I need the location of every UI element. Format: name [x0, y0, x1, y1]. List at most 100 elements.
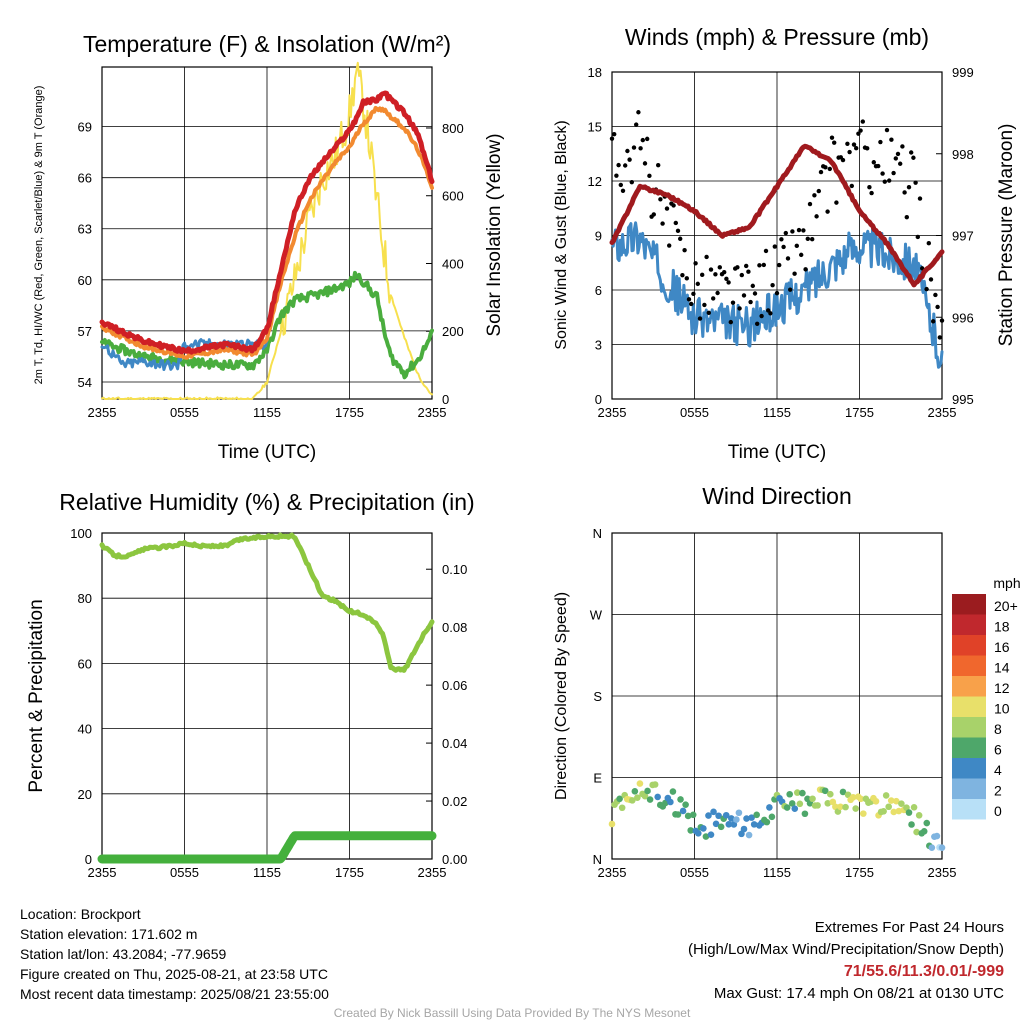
gust-point	[851, 142, 857, 147]
gust-point	[642, 161, 648, 166]
gust-point	[807, 201, 813, 207]
direction-point	[641, 792, 649, 800]
gust-point	[746, 269, 751, 274]
direction-point	[689, 811, 697, 819]
gust-point	[691, 291, 696, 297]
direction-point	[766, 804, 773, 811]
gust-point	[810, 237, 815, 242]
gust-point	[660, 221, 665, 226]
direction-point	[923, 819, 931, 827]
direction-point	[631, 788, 639, 795]
gust-point	[634, 122, 639, 127]
direction-point	[852, 805, 859, 812]
legend-label: 2	[994, 783, 1002, 799]
direction-point	[801, 810, 809, 818]
x-tick-label: 1755	[845, 405, 874, 420]
legend-color-box	[952, 635, 986, 656]
legend-label: 10	[994, 701, 1010, 717]
chart-title: Winds (mph) & Pressure (mb)	[625, 24, 929, 50]
y-tick-label: N	[593, 852, 602, 867]
x-tick-label: 0555	[680, 865, 709, 880]
direction-point	[682, 801, 689, 808]
gust-point	[614, 173, 619, 178]
y-tick-label: 18	[588, 65, 602, 80]
direction-point	[885, 803, 892, 811]
legend-color-box	[952, 655, 986, 676]
gust-point	[869, 190, 874, 196]
gust-point	[860, 119, 865, 124]
direction-point	[880, 808, 887, 815]
direction-point	[913, 828, 920, 836]
direction-point	[849, 793, 857, 801]
gust-point	[625, 148, 630, 154]
direction-point	[669, 788, 677, 795]
legend-label: 16	[994, 639, 1010, 655]
gust-point	[834, 200, 839, 205]
gust-point	[867, 184, 872, 190]
direction-point	[910, 803, 918, 811]
gust-point	[761, 262, 766, 268]
x-tick-label: 2355	[88, 405, 117, 420]
gust-point	[933, 292, 938, 298]
direction-point	[837, 803, 844, 811]
direction-point	[608, 820, 616, 828]
y2-tick-label: 995	[952, 392, 974, 407]
gust-point	[928, 277, 934, 282]
gust-point	[627, 157, 632, 162]
y-axis-label: Sonic Wind & Gust (Blue, Black)	[553, 120, 570, 349]
direction-point	[636, 780, 644, 787]
humidity-panel: 2355 0555 1155 1755 23550204060801000.000.02…	[26, 489, 475, 880]
direction-point	[750, 821, 758, 828]
y2-tick-label: 800	[442, 121, 464, 136]
direction-point	[654, 793, 661, 801]
direction-point	[679, 807, 687, 815]
y-tick-label: W	[590, 608, 603, 623]
y2-tick-label: 400	[442, 256, 464, 271]
direction-point	[821, 787, 829, 795]
gust-point	[913, 180, 918, 185]
gust-point	[755, 321, 760, 326]
y-tick-label: 80	[78, 591, 92, 606]
gust-point	[876, 163, 881, 169]
gust-point	[865, 146, 870, 151]
direction-point	[895, 807, 903, 815]
y-tick-label: 20	[78, 787, 92, 802]
x-tick-label: 2355	[928, 865, 957, 880]
gust-point	[645, 136, 650, 142]
gust-point	[823, 165, 828, 170]
gust-point	[794, 243, 799, 249]
y-tick-label: 60	[78, 273, 92, 288]
gust-point	[724, 276, 729, 282]
direction-point	[903, 804, 910, 811]
gust-point	[741, 293, 747, 298]
x-tick-label: 0555	[170, 405, 199, 420]
gust-point	[796, 227, 802, 233]
gust-point	[829, 135, 835, 140]
gust-point	[616, 162, 621, 168]
temp-2m-series-line	[99, 90, 435, 355]
direction-point	[646, 796, 654, 803]
gust-point	[686, 297, 692, 302]
direction-point	[938, 844, 946, 852]
gust-point	[612, 131, 617, 137]
gust-point	[790, 229, 795, 234]
y-tick-label: 100	[70, 526, 92, 541]
x-axis-label: Time (UTC)	[728, 442, 827, 463]
credit-text: Created By Nick Bassill Using Data Provi…	[333, 1006, 691, 1020]
gust-point	[902, 190, 907, 195]
gust-point	[915, 234, 920, 240]
gust-point	[783, 230, 788, 236]
precip-series-line	[97, 831, 437, 864]
direction-point	[695, 829, 702, 837]
direction-point	[748, 814, 755, 821]
gust-point	[889, 137, 894, 142]
max-gust-text: Max Gust: 17.4 mph On 08/21 at 0130 UTC	[713, 985, 1004, 1002]
chart-title: Relative Humidity (%) & Precipitation (i…	[59, 489, 474, 515]
gust-point	[678, 236, 683, 241]
direction-point	[882, 792, 890, 799]
x-tick-label: 2355	[928, 405, 957, 420]
gust-point	[906, 184, 912, 190]
gust-point	[735, 265, 740, 270]
sonic-wind-series-line	[610, 221, 944, 369]
gust-point	[856, 131, 861, 136]
